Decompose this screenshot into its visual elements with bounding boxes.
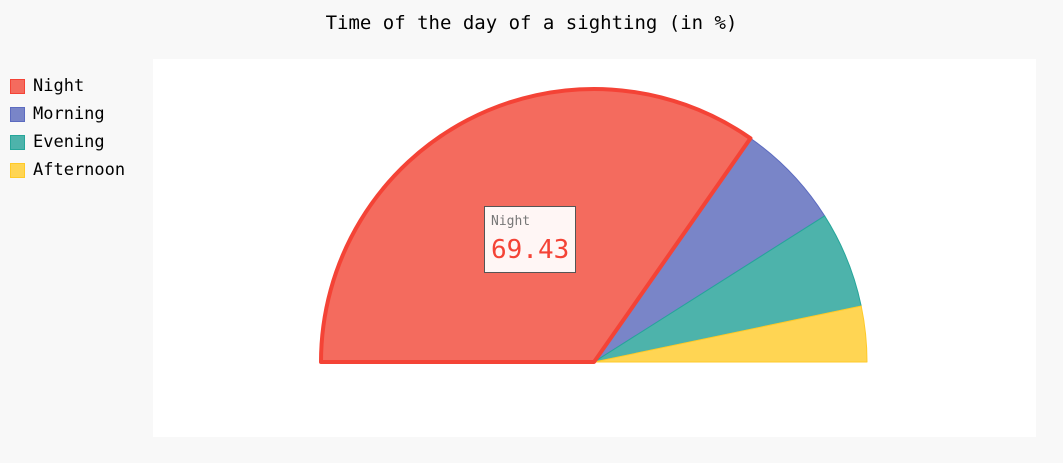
legend-swatch-evening xyxy=(10,134,25,150)
legend-item-night[interactable]: Night xyxy=(10,72,125,100)
legend-item-evening[interactable]: Evening xyxy=(10,128,125,156)
legend-label-morning: Morning xyxy=(33,104,105,124)
tooltip: Night 69.43 xyxy=(484,206,576,273)
tooltip-value: 69.43 xyxy=(491,235,570,265)
legend-label-evening: Evening xyxy=(33,132,105,152)
legend-item-afternoon[interactable]: Afternoon xyxy=(10,156,125,184)
slice-afternoon[interactable] xyxy=(593,305,868,363)
legend-item-morning[interactable]: Morning xyxy=(10,100,125,128)
legend-swatch-morning xyxy=(10,106,25,122)
legend-swatch-night xyxy=(10,78,25,94)
legend-label-afternoon: Afternoon xyxy=(33,160,126,180)
legend: Night Morning Evening Afternoon xyxy=(10,72,125,184)
chart-title: Time of the day of a sighting (in %) xyxy=(325,12,738,34)
tooltip-label: Night xyxy=(491,214,531,229)
legend-swatch-afternoon xyxy=(10,162,25,178)
legend-label-night: Night xyxy=(33,76,85,96)
